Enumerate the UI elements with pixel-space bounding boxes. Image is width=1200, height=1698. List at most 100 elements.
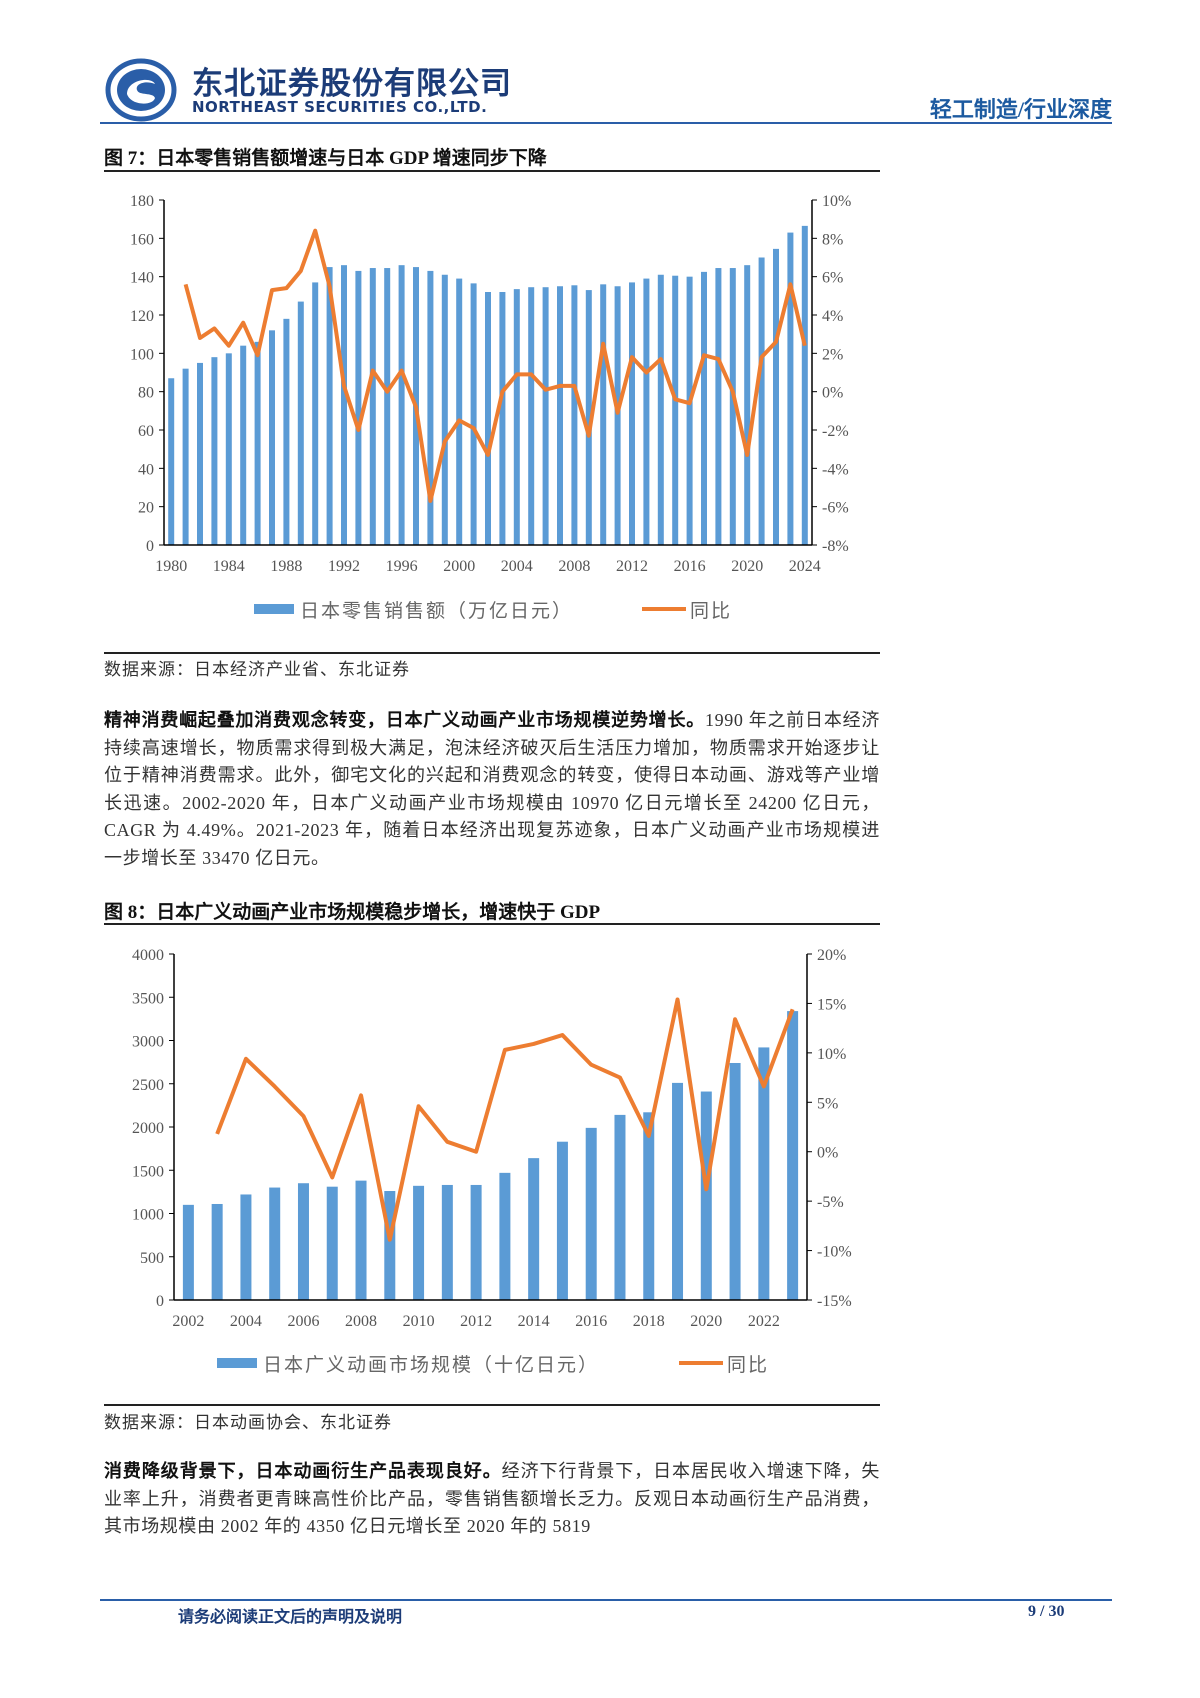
paragraph-2-lead: 消费降级背景下，日本动画衍生产品表现良好。 xyxy=(104,1461,502,1481)
legend-line-label: 同比 xyxy=(690,600,732,622)
x-tick-label: 2004 xyxy=(501,558,533,575)
bar-2003 xyxy=(499,292,506,545)
right-tick-label: 15% xyxy=(817,996,846,1013)
bar-2005 xyxy=(269,1187,281,1300)
bar-2020 xyxy=(744,265,751,545)
yoy-line xyxy=(183,228,807,503)
x-tick-label: 2012 xyxy=(616,558,648,575)
bar-1982 xyxy=(197,362,203,545)
bar-2011 xyxy=(441,1184,453,1300)
left-tick-label: 3500 xyxy=(132,990,164,1007)
legend-bar-swatch xyxy=(217,1358,257,1368)
left-tick-label: 1000 xyxy=(132,1207,164,1224)
x-tick-label: 2018 xyxy=(633,1313,665,1330)
bar-2017 xyxy=(614,1114,626,1300)
left-tick-label: 100 xyxy=(130,346,154,363)
bar-1991 xyxy=(326,267,333,545)
x-tick-label: 1984 xyxy=(213,558,245,575)
x-tick-label: 2000 xyxy=(443,558,475,575)
x-tick-label: 1988 xyxy=(270,558,302,575)
footer-divider xyxy=(100,1599,1112,1601)
company-name-cn: 东北证券股份有限公司 xyxy=(192,66,512,102)
legend-bar-swatch xyxy=(254,604,294,614)
right-tick-label: 5% xyxy=(817,1095,838,1112)
bar-1992 xyxy=(341,265,347,545)
bar-2016 xyxy=(585,1127,597,1300)
right-tick-label: -15% xyxy=(817,1293,852,1310)
bar-2021 xyxy=(758,257,765,545)
bar-1996 xyxy=(398,265,405,545)
bar-2021 xyxy=(729,1062,741,1300)
right-tick-label: -2% xyxy=(822,423,849,440)
bar-2023 xyxy=(787,1011,799,1300)
bar-2004 xyxy=(240,1194,252,1300)
bar-2007 xyxy=(557,286,563,545)
bar-2017 xyxy=(701,271,707,545)
x-tick-label: 2016 xyxy=(575,1313,607,1330)
bar-2013 xyxy=(643,278,650,545)
left-tick-label: 160 xyxy=(130,231,154,248)
bar-2006 xyxy=(542,287,549,545)
left-tick-label: 40 xyxy=(138,461,154,478)
bar-2014 xyxy=(657,274,664,545)
x-tick-label: 2004 xyxy=(230,1313,262,1330)
bar-1989 xyxy=(297,301,304,545)
bar-2011 xyxy=(614,286,621,545)
left-tick-label: 60 xyxy=(138,423,154,440)
bar-2024 xyxy=(801,225,808,545)
figure7-top-rule xyxy=(104,170,880,172)
x-tick-label: 2010 xyxy=(403,1313,435,1330)
x-tick-label: 2008 xyxy=(345,1313,377,1330)
bar-2005 xyxy=(528,287,535,545)
bar-2007 xyxy=(326,1186,338,1300)
right-tick-label: 10% xyxy=(817,1046,846,1063)
figure7-source: 数据来源：日本经济产业省、东北证券 xyxy=(104,660,410,679)
bar-1995 xyxy=(384,268,391,545)
x-tick-label: 2020 xyxy=(731,558,763,575)
x-tick-label: 2008 xyxy=(558,558,590,575)
company-logo-icon xyxy=(105,58,177,122)
left-tick-label: 120 xyxy=(130,308,154,325)
x-tick-label: 1980 xyxy=(155,558,187,575)
report-type: 轻工制造/行业深度 xyxy=(929,97,1112,122)
right-tick-label: 6% xyxy=(822,270,843,287)
bar-1994 xyxy=(369,268,376,545)
bar-2016 xyxy=(686,276,693,545)
right-tick-label: -5% xyxy=(817,1194,844,1211)
bar-2002 xyxy=(182,1204,194,1300)
paragraph-2: 消费降级背景下，日本动画衍生产品表现良好。经济下行背景下，日本居民收入增速下降，… xyxy=(104,1458,880,1541)
paragraph-1: 精神消费崛起叠加消费观念转变，日本广义动画产业市场规模逆势增长。1990 年之前… xyxy=(104,707,880,872)
bar-2015 xyxy=(672,275,679,545)
bar-2018 xyxy=(643,1112,655,1300)
left-tick-label: 140 xyxy=(130,270,154,287)
bar-1990 xyxy=(312,282,319,545)
bar-1984 xyxy=(225,353,232,545)
right-tick-label: 4% xyxy=(822,308,843,325)
bar-2022 xyxy=(758,1047,770,1300)
bar-2002 xyxy=(485,292,491,545)
right-tick-label: -6% xyxy=(822,500,849,517)
x-tick-label: 2024 xyxy=(789,558,821,575)
bar-2013 xyxy=(499,1172,511,1300)
bar-2010 xyxy=(600,284,607,545)
bar-2009 xyxy=(384,1191,396,1300)
figure7-bottom-rule xyxy=(104,652,880,654)
left-tick-label: 80 xyxy=(138,385,154,402)
figure7-chart: 0 20 40 60 80 100 120 140 160 180 -8% -6% -4% -2% 0% 2%… xyxy=(130,193,851,622)
x-tick-label: 2020 xyxy=(690,1313,722,1330)
bar-1986 xyxy=(254,341,261,545)
bar-2012 xyxy=(470,1184,482,1300)
bar-2010 xyxy=(413,1185,425,1300)
figure8-source: 数据来源：日本动画协会、东北证券 xyxy=(104,1413,392,1432)
bar-2022 xyxy=(773,248,779,545)
figure8-title: 图 8：日本广义动画产业市场规模稳步增长，增速快于 GDP xyxy=(104,902,601,923)
legend-bar-label: 日本零售销售额（万亿日元） xyxy=(300,600,573,622)
bar-1987 xyxy=(269,330,275,545)
right-tick-label: 0% xyxy=(817,1145,838,1162)
left-tick-label: 0 xyxy=(146,538,154,555)
bar-2018 xyxy=(715,268,722,545)
paragraph-2-body: 经济下行背景下，日本居民收入增速下降，失业率上升，消费者更青睐高性价比产品，零售… xyxy=(104,1461,880,1536)
x-tick-label: 2014 xyxy=(518,1313,550,1330)
bar-1999 xyxy=(441,274,448,545)
bar-1998 xyxy=(427,270,434,545)
